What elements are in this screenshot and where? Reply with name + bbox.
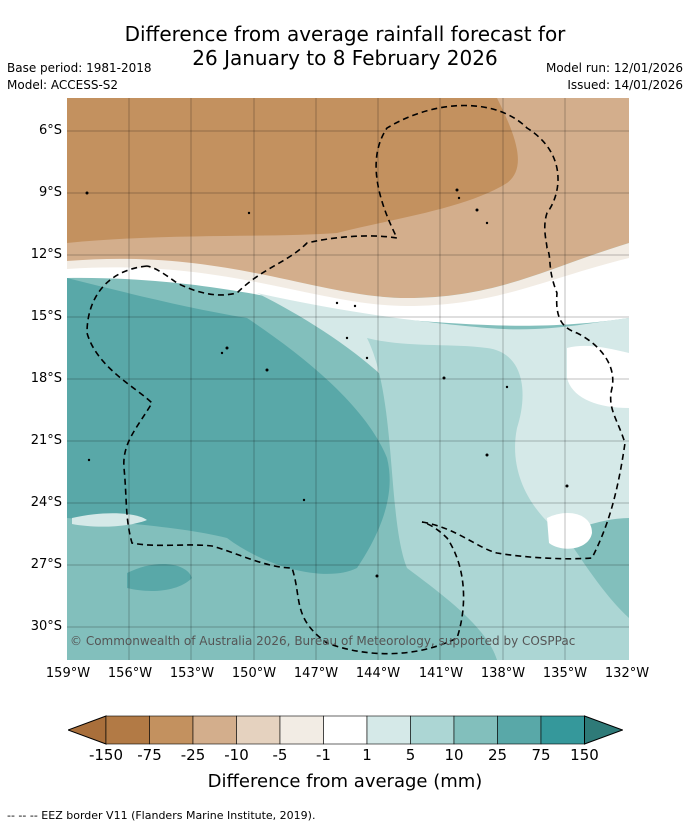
colorbar-tick-label: -10 [224, 746, 249, 764]
colorbar-tick-label: 150 [570, 746, 599, 764]
lon-label: 153°W [169, 666, 215, 681]
colorbar-cell [236, 715, 281, 745]
lat-label: 24°S [30, 495, 62, 510]
colorbar-cell [410, 715, 455, 745]
base-period: Base period: 1981-2018 [7, 61, 152, 75]
colorbar-tick-label: 75 [531, 746, 551, 764]
model-run: Model run: 12/01/2026 [545, 61, 683, 75]
colorbar-cell [105, 715, 150, 745]
colorbar-tick-label: 25 [487, 746, 508, 764]
lon-label: 150°W [231, 666, 277, 681]
issued-date: Issued: 14/01/2026 [567, 78, 683, 92]
model-name: Model: ACCESS-S2 [7, 78, 119, 92]
lat-label: 21°S [30, 433, 62, 448]
anomaly-blob-white-south [547, 513, 592, 549]
anomaly-blob-teal-dark-sw [127, 563, 192, 591]
lat-label: 12°S [30, 247, 62, 262]
lon-label: 159°W [45, 666, 91, 681]
lon-label: 144°W [355, 666, 401, 681]
colorbar-cell [323, 715, 368, 745]
colorbar-cell [149, 715, 194, 745]
anomaly-band-white-east [567, 345, 629, 408]
colorbar-tick-label: -1 [316, 746, 331, 764]
colorbar-tick-label: -75 [137, 746, 162, 764]
island-markers [85, 188, 569, 578]
lat-label: 27°S [30, 557, 62, 572]
lon-label: 147°W [293, 666, 339, 681]
lon-label: 156°W [107, 666, 153, 681]
colorbar-cell [366, 715, 411, 745]
lat-label: 30°S [30, 619, 62, 634]
colorbar-tick-label: -150 [88, 746, 124, 764]
title-line-2: 26 January to 8 February 2026 [192, 46, 498, 70]
meta-left: Base period: 1981-2018 Model: ACCESS-S2 [7, 60, 152, 94]
lon-label: 132°W [604, 666, 650, 681]
colorbar-tick-label: -25 [180, 746, 206, 764]
colorbar-cell [192, 715, 237, 745]
lat-label: 15°S [30, 309, 62, 324]
anomaly-band-white [67, 258, 629, 326]
colorbar-arrow-high [584, 715, 623, 745]
colorbar-arrow-low [68, 715, 107, 745]
eez-border-cook-islands [86, 265, 465, 655]
colorbar-tick-label: 10 [444, 746, 464, 764]
colorbar-cell [453, 715, 498, 745]
anomaly-band-teal-dark [67, 278, 390, 574]
colorbar-tick-label: 5 [405, 746, 416, 764]
lon-label: 135°W [542, 666, 588, 681]
lat-label: 6°S [38, 123, 62, 138]
lon-label: 138°W [480, 666, 526, 681]
copyright-notice: © Commonwealth of Australia 2026, Bureau… [70, 634, 576, 648]
anomaly-band-brown-dark [67, 98, 518, 243]
colorbar-tick-label: -5 [272, 746, 288, 764]
colorbar-tick-label: 1 [362, 746, 372, 764]
rainfall-map [67, 98, 629, 660]
eez-border-french-polynesia [146, 104, 626, 560]
lat-label: 18°S [30, 371, 62, 386]
colorbar-cell [497, 715, 542, 745]
meta-right: Model run: 12/01/2026 Issued: 14/01/2026 [546, 60, 683, 94]
title-line-1: Difference from average rainfall forecas… [124, 22, 566, 46]
anomaly-band-neutral [67, 243, 629, 313]
anomaly-band-teal-mid [367, 338, 629, 660]
eez-footnote: -- -- -- EEZ border V11 (Flanders Marine… [7, 809, 316, 822]
colorbar-cell [540, 715, 585, 745]
lat-label: 9°S [38, 185, 62, 200]
colorbar-title: Difference from average (mm) [207, 771, 483, 792]
graticule [67, 98, 629, 660]
colorbar [68, 715, 623, 745]
map-title: Difference from average rainfall forecas… [0, 22, 690, 70]
colorbar-cell [279, 715, 324, 745]
lon-label: 141°W [418, 666, 464, 681]
